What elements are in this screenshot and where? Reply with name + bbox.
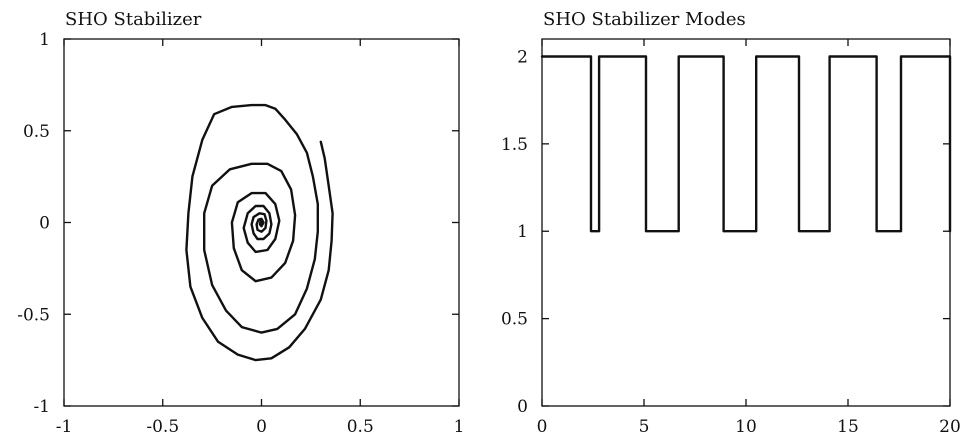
y-tick-label: -0.5 (17, 305, 50, 325)
x-tick-label: 0.5 (347, 417, 374, 437)
y-tick-label: 0 (39, 214, 50, 234)
x-tick-label: 10 (735, 417, 757, 437)
x-tick-label: -0.5 (146, 417, 179, 437)
y-tick-label: 2 (517, 47, 528, 67)
plot-frame (541, 38, 951, 407)
x-tick-label: 0 (537, 417, 548, 437)
x-tick-label: 15 (837, 417, 859, 437)
y-tick-label: 0.5 (501, 310, 528, 330)
x-tick-label: 0 (256, 417, 267, 437)
chart-title: SHO Stabilizer Modes (543, 9, 746, 30)
x-tick-label: -1 (56, 417, 73, 437)
modes-chart: SHO Stabilizer Modes 0 5 10 15 20 0 0.5 1 1.5 2 (501, 9, 961, 437)
y-tick-label: 1 (517, 222, 528, 242)
series-line (540, 55, 952, 233)
y-tick-label: 0 (517, 397, 528, 417)
chart-title: SHO Stabilizer (65, 9, 202, 30)
y-tick-label: 1 (39, 30, 50, 50)
series-line (185, 103, 334, 362)
x-tick-label: 5 (639, 417, 650, 437)
y-tick-label: 0.5 (23, 122, 50, 142)
x-tick-label: 1 (454, 417, 465, 437)
phase-portrait-chart: SHO Stabilizer -1 -0.5 0 0.5 1 -1 -0.5 0 0.5 1 (17, 9, 464, 437)
y-tick-label: -1 (33, 397, 50, 417)
x-tick-label: 20 (939, 417, 961, 437)
y-tick-label: 1.5 (501, 135, 528, 155)
